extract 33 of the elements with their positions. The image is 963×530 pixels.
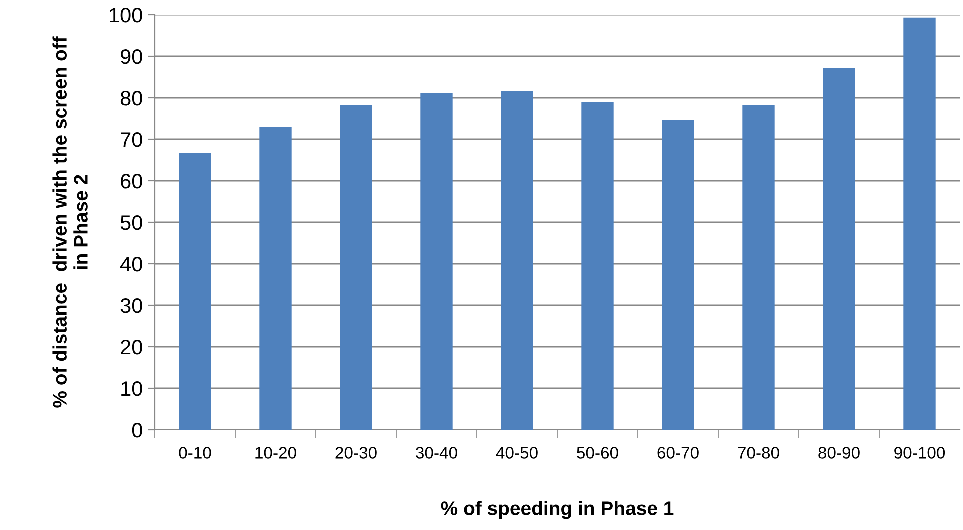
x-tick-label: 20-30 xyxy=(336,447,377,459)
y-tick-label: 60 xyxy=(121,174,142,189)
bar xyxy=(742,105,775,430)
x-tick-label: 30-40 xyxy=(416,447,458,459)
x-tick-label: 80-90 xyxy=(818,447,860,459)
x-tick-label: 70-80 xyxy=(738,447,780,459)
bar xyxy=(420,93,453,430)
x-tick-label: 90-100 xyxy=(894,447,946,459)
x-tick-label: 10-20 xyxy=(256,447,296,459)
x-tick-label: 40-50 xyxy=(496,447,538,459)
y-tick-label: 30 xyxy=(120,298,142,314)
bar xyxy=(823,68,856,430)
y-tick-label: 10 xyxy=(122,382,142,396)
y-tick-label: 20 xyxy=(121,340,142,355)
y-tick-label: 80 xyxy=(120,91,142,106)
bar xyxy=(179,153,212,430)
y-tick-label: 0 xyxy=(132,423,142,438)
y-axis-title: % of distance driven with the screen off in Phase 2 xyxy=(52,36,88,408)
x-tick-label: 50-60 xyxy=(577,447,618,459)
y-tick-label: 40 xyxy=(120,257,142,272)
y-tick-label: 70 xyxy=(121,132,142,148)
bar xyxy=(340,105,372,430)
x-tick-label: 60-70 xyxy=(658,447,699,459)
x-axis-title: % of speeding in Phase 1 xyxy=(441,501,674,520)
bar xyxy=(260,127,292,430)
y-tick-label: 50 xyxy=(120,216,142,230)
x-tick-label: 0-10 xyxy=(179,447,212,459)
bar xyxy=(662,120,694,430)
bar xyxy=(582,102,614,430)
bar xyxy=(904,18,936,430)
bar xyxy=(501,90,534,430)
y-tick-label: 90 xyxy=(121,50,142,64)
y-tick-label: 100 xyxy=(110,8,142,23)
